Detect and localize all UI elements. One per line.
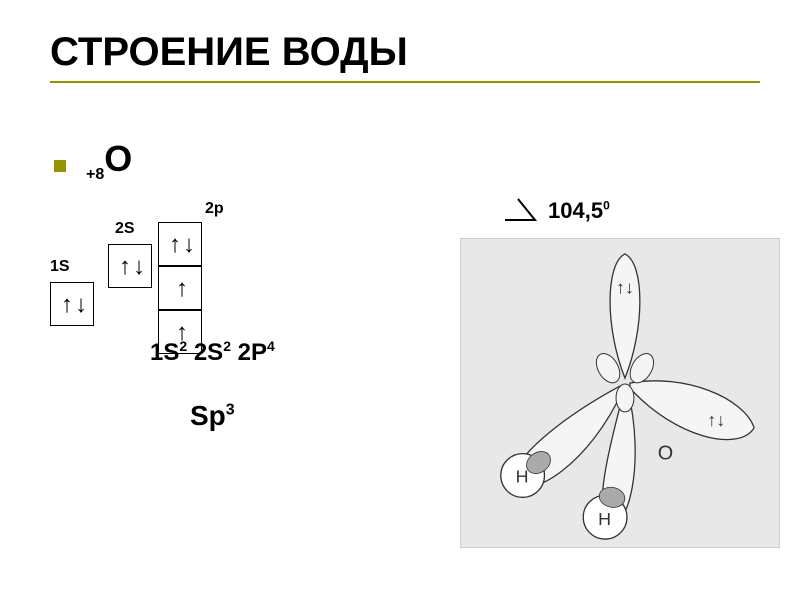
lone-pair-right: ↑↓ bbox=[707, 410, 725, 430]
title-underline bbox=[50, 81, 760, 83]
element-oxygen: +8O bbox=[86, 138, 132, 184]
arrow-down-icon: ↓ bbox=[133, 245, 145, 289]
page-title: СТРОЕНИЕ ВОДЫ bbox=[50, 30, 760, 75]
label-2p: 2p bbox=[205, 200, 224, 218]
arrow-down-icon: ↓ bbox=[75, 283, 87, 327]
molecule-h1-label: H bbox=[516, 466, 529, 486]
molecule-h2-label: H bbox=[598, 509, 611, 529]
orbital-2s: ↑ ↓ bbox=[108, 244, 152, 288]
angle-icon bbox=[500, 195, 540, 225]
bond-angle: 104,50 bbox=[548, 198, 610, 224]
orbital-1s: ↑ ↓ bbox=[50, 282, 94, 326]
hybridization-label: Sp3 bbox=[190, 400, 235, 432]
element-charge: +8 bbox=[86, 166, 104, 183]
molecule-svg: O ↑↓ ↑↓ H H bbox=[461, 239, 779, 547]
lone-pair-top: ↑↓ bbox=[616, 278, 634, 298]
orbital-2p-1: ↑ ↓ bbox=[158, 222, 202, 266]
bullet-icon bbox=[54, 160, 66, 172]
element-letter: O bbox=[104, 138, 132, 179]
molecule-o-label: O bbox=[658, 443, 673, 465]
arrow-up-icon: ↑ bbox=[119, 245, 131, 289]
arrow-up-icon: ↑ bbox=[169, 223, 181, 267]
label-2s: 2S bbox=[115, 220, 135, 238]
molecule-diagram: O ↑↓ ↑↓ H H bbox=[460, 238, 780, 548]
orbital-2p-2: ↑ bbox=[158, 266, 202, 310]
arrow-up-icon: ↑ bbox=[61, 283, 73, 327]
label-1s: 1S bbox=[50, 258, 70, 276]
electron-configuration: 1S2 2S2 2P4 bbox=[150, 338, 275, 367]
arrow-up-icon: ↑ bbox=[176, 267, 188, 311]
arrow-down-icon: ↓ bbox=[183, 223, 195, 267]
